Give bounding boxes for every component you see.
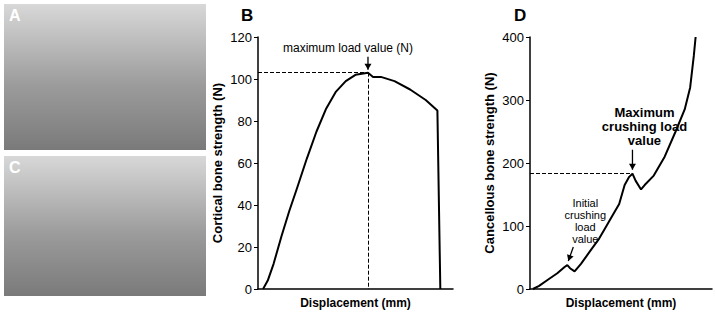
svg-text:20: 20 bbox=[238, 240, 252, 255]
svg-text:load: load bbox=[575, 221, 596, 233]
svg-text:0: 0 bbox=[517, 282, 524, 297]
svg-text:40: 40 bbox=[238, 198, 252, 213]
svg-text:200: 200 bbox=[502, 156, 524, 171]
svg-text:value: value bbox=[572, 233, 598, 245]
svg-text:100: 100 bbox=[230, 72, 252, 87]
svg-text:60: 60 bbox=[238, 156, 252, 171]
svg-text:Displacement (mm): Displacement (mm) bbox=[566, 296, 677, 310]
svg-text:Displacement (mm): Displacement (mm) bbox=[300, 296, 411, 310]
svg-text:B: B bbox=[241, 6, 253, 25]
svg-text:80: 80 bbox=[238, 114, 252, 129]
svg-text:Cortical bone strength (N): Cortical bone strength (N) bbox=[210, 83, 225, 243]
svg-text:120: 120 bbox=[230, 30, 252, 45]
svg-text:D: D bbox=[514, 6, 526, 25]
svg-text:400: 400 bbox=[502, 30, 524, 45]
svg-text:Initial: Initial bbox=[572, 197, 598, 209]
svg-text:0: 0 bbox=[245, 282, 252, 297]
svg-text:Maximum: Maximum bbox=[614, 105, 674, 120]
svg-text:crushing load: crushing load bbox=[601, 119, 688, 135]
svg-text:maximum load value (N): maximum load value (N) bbox=[283, 41, 413, 55]
html-text:A: A bbox=[9, 7, 21, 24]
svg-text:Cancellous bone strength (N): Cancellous bone strength (N) bbox=[482, 72, 497, 253]
svg-text:300: 300 bbox=[502, 93, 524, 108]
svg-text:value: value bbox=[628, 133, 661, 148]
svg-text:100: 100 bbox=[502, 219, 524, 234]
svg-text:crushing: crushing bbox=[565, 209, 607, 221]
html-text:C: C bbox=[9, 159, 21, 176]
